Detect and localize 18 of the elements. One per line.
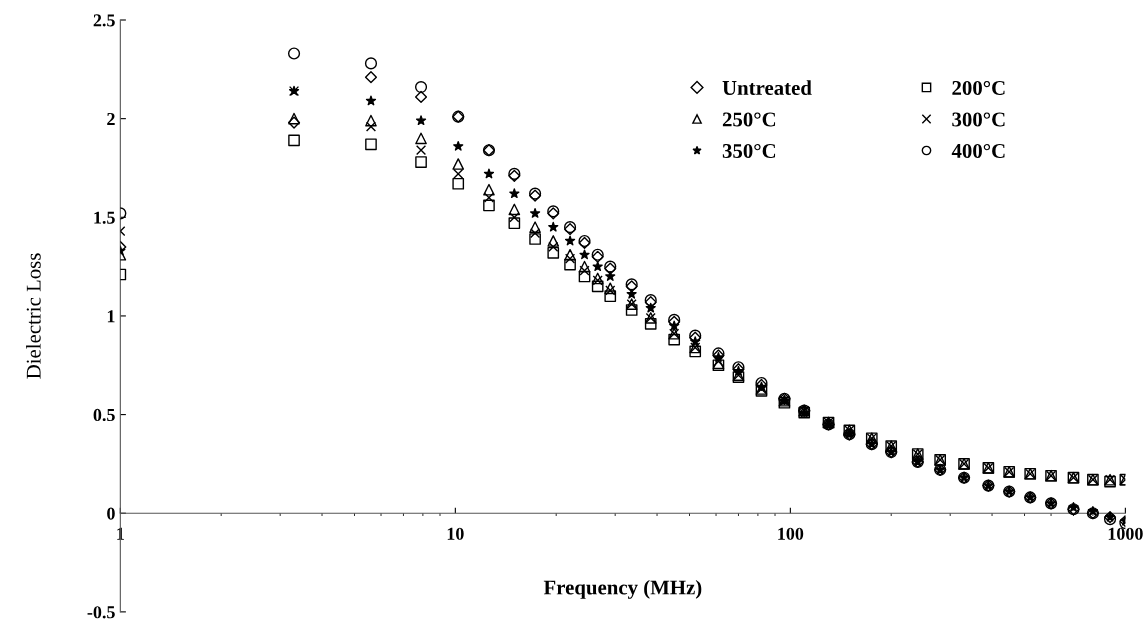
legend-label: 300°C (952, 112, 1005, 127)
y-tick-label: 0.5 (93, 408, 115, 422)
y-tick-label: 2 (107, 112, 115, 125)
y-tick-label: 0 (107, 507, 115, 520)
legend-label: 400°C (951, 143, 1005, 159)
x-tick-label: 100 (778, 527, 804, 540)
x-axis-title: Frequency (MHz) (543, 579, 702, 599)
legend-label: 250°C (722, 112, 776, 127)
y-tick-label: 2.5 (93, 14, 115, 27)
y-tick-label: -0.5 (87, 606, 115, 619)
y-axis-title: Dielectric Loss (26, 253, 41, 379)
y-tick-label: 1 (107, 310, 115, 323)
x-tick-label: 1000 (1108, 527, 1143, 540)
x-tick-label: 10 (447, 527, 464, 540)
legend-label: Untreated (722, 80, 812, 95)
legend-label: 350°C (722, 143, 776, 159)
y-tick-label: 1.5 (94, 211, 115, 224)
legend-label: 200°C (952, 80, 1005, 95)
